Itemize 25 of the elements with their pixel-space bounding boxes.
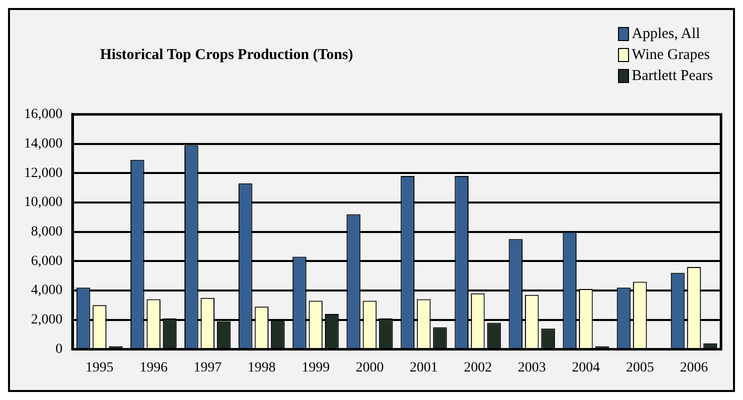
y-tick-label: 10,000	[24, 195, 62, 210]
y-tick-label: 4,000	[31, 283, 62, 298]
y-tick-label: 12,000	[24, 166, 62, 181]
chart-title: Historical Top Crops Production (Tons)	[99, 46, 354, 64]
x-tick-label: 2003	[518, 360, 546, 376]
x-tick-label: 2005	[626, 360, 654, 376]
x-tick-label: 2001	[410, 360, 438, 376]
x-tick-label: 1995	[86, 360, 114, 376]
x-tick-label: 1999	[302, 360, 330, 376]
y-tick-label: 14,000	[24, 136, 62, 152]
y-tick-label: 16,000	[24, 107, 62, 122]
x-tick-label: 1997	[194, 360, 222, 376]
x-tick-label: 1996	[140, 360, 168, 376]
x-tick-label: 2006	[680, 360, 708, 376]
legend-label: Bartlett Pears	[632, 68, 713, 84]
x-tick-label: 2004	[572, 360, 600, 376]
y-tick-label: 6,000	[31, 254, 62, 269]
legend-label: Wine Grapes	[632, 46, 710, 64]
y-tick-label: 0	[56, 342, 62, 357]
y-tick-label: 8,000	[31, 224, 62, 240]
x-tick-label: 2002	[464, 360, 492, 376]
x-tick-label: 2000	[356, 360, 384, 376]
x-tick-label: 1998	[248, 360, 276, 376]
legend-label: Apples, All	[632, 26, 700, 42]
y-tick-label: 2,000	[31, 312, 62, 328]
